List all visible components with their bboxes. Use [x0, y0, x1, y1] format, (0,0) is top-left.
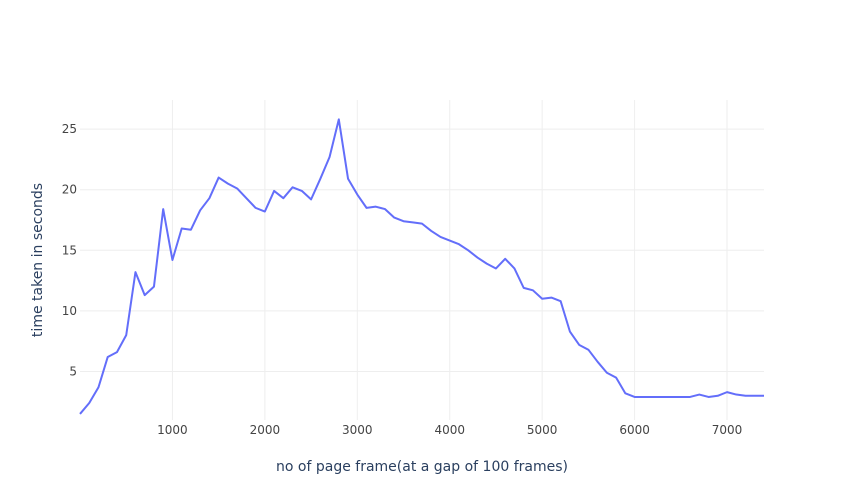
data-point	[650, 394, 656, 400]
y-tick-label: 10	[62, 304, 77, 318]
y-tick-label: 20	[62, 183, 77, 197]
data-point	[437, 234, 443, 240]
data-point	[280, 195, 286, 201]
data-point	[299, 188, 305, 194]
data-point	[373, 204, 379, 210]
data-point	[595, 359, 601, 365]
x-tick-label: 5000	[527, 423, 558, 437]
data-point	[613, 375, 619, 381]
x-tick-label: 6000	[619, 423, 650, 437]
data-point	[216, 175, 222, 181]
x-tick-label: 4000	[434, 423, 465, 437]
data-point	[290, 184, 296, 190]
data-point	[142, 292, 148, 298]
data-point	[123, 332, 129, 338]
x-tick-label: 1000	[157, 423, 188, 437]
y-gridlines	[80, 128, 764, 373]
data-point	[715, 393, 721, 399]
data-point	[234, 185, 240, 191]
data-point	[419, 221, 425, 227]
data-point	[447, 238, 453, 244]
data-point	[558, 298, 564, 304]
x-tick-label: 2000	[250, 423, 281, 437]
series-line	[79, 118, 764, 415]
data-point	[345, 176, 351, 182]
data-point	[410, 219, 416, 225]
data-point	[86, 400, 92, 406]
data-point	[465, 247, 471, 253]
data-point	[539, 296, 545, 302]
data-point	[604, 370, 610, 376]
data-point	[160, 206, 166, 212]
data-point	[95, 384, 101, 390]
data-point	[743, 393, 749, 399]
data-point	[761, 393, 767, 399]
data-point	[567, 329, 573, 335]
y-tick-label: 25	[62, 122, 77, 136]
data-point	[576, 342, 582, 348]
data-point	[548, 295, 554, 301]
data-point	[336, 116, 342, 122]
data-point	[262, 209, 268, 215]
data-point	[641, 394, 647, 400]
data-point	[243, 195, 249, 201]
data-point	[521, 285, 527, 291]
data-point	[484, 261, 490, 267]
data-point	[706, 394, 712, 400]
data-point	[401, 218, 407, 224]
data-point	[687, 394, 693, 400]
data-point	[474, 255, 480, 261]
x-tick-label: 7000	[712, 423, 743, 437]
data-point	[354, 192, 360, 198]
data-point	[327, 154, 333, 160]
data-point	[511, 265, 517, 271]
x-gridlines	[171, 100, 728, 420]
data-point	[456, 241, 462, 247]
data-point	[678, 394, 684, 400]
data-point	[493, 265, 499, 271]
data-point	[151, 284, 157, 290]
data-point	[225, 181, 231, 187]
data-point	[77, 411, 83, 417]
data-point	[114, 349, 120, 355]
data-point	[752, 393, 758, 399]
data-point	[317, 176, 323, 182]
data-point	[733, 392, 739, 398]
data-point	[382, 206, 388, 212]
data-point	[132, 269, 138, 275]
data-point	[622, 390, 628, 396]
data-point	[659, 394, 665, 400]
x-tick-label: 3000	[342, 423, 373, 437]
y-tick-label: 15	[62, 243, 77, 257]
data-point	[188, 227, 194, 233]
data-point	[253, 205, 259, 211]
data-point	[169, 257, 175, 263]
data-point	[669, 394, 675, 400]
x-tick-labels: 1000 2000 3000 4000 5000 6000 7000	[157, 423, 742, 437]
series-layer	[77, 116, 767, 417]
data-point	[308, 196, 314, 202]
data-point	[632, 394, 638, 400]
plot-background	[80, 100, 764, 420]
data-point	[502, 256, 508, 262]
data-point	[206, 195, 212, 201]
y-axis-title: time taken in seconds	[30, 183, 46, 337]
x-axis-title: no of page frame(at a gap of 100 frames)	[276, 459, 568, 475]
data-point	[179, 225, 185, 231]
data-point	[696, 392, 702, 398]
y-tick-label: 5	[69, 365, 77, 379]
data-point	[585, 347, 591, 353]
y-tick-labels: 5 10 15 20 25	[62, 122, 77, 378]
data-point	[364, 205, 370, 211]
data-point	[724, 389, 730, 395]
data-point	[428, 228, 434, 234]
data-point	[530, 287, 536, 293]
data-point	[271, 188, 277, 194]
data-point	[197, 207, 203, 213]
data-point	[391, 215, 397, 221]
data-point	[105, 354, 111, 360]
